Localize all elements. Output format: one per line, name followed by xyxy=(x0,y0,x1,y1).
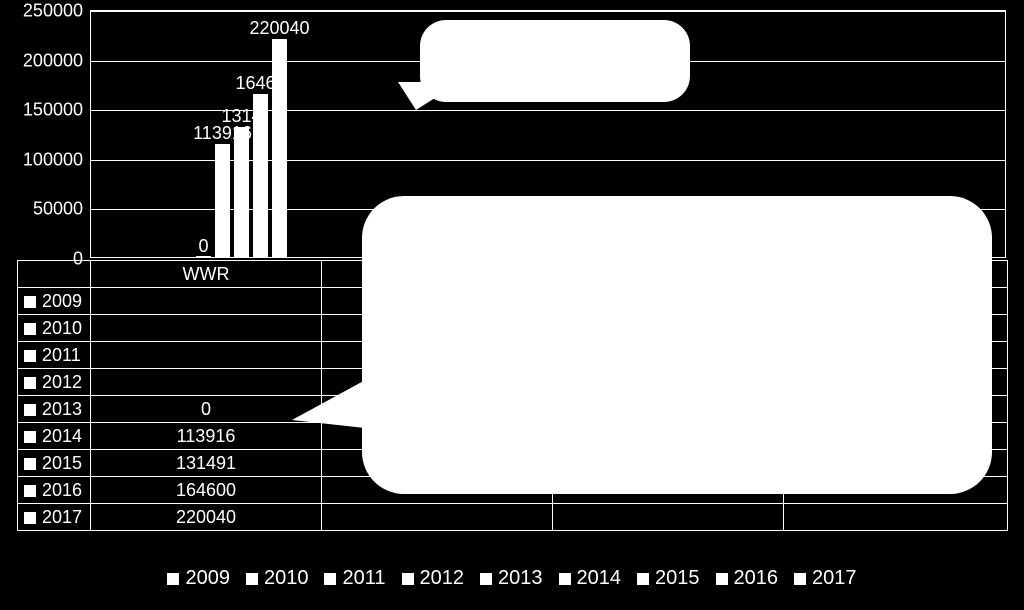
table-col-header: WWR xyxy=(91,261,322,288)
bar-label-2017: 220040 xyxy=(249,18,309,39)
bar-label-2013: 0 xyxy=(198,236,208,257)
table-cell xyxy=(91,369,322,396)
square-icon xyxy=(24,458,36,470)
table-cell xyxy=(784,504,1008,531)
y-tick-label: 200000 xyxy=(23,50,83,71)
bar-2017 xyxy=(272,39,287,257)
square-icon xyxy=(24,323,36,335)
row-year-label: 2012 xyxy=(18,369,91,396)
square-icon xyxy=(24,377,36,389)
legend-item-2010: 2010 xyxy=(246,567,309,589)
table-cell xyxy=(91,342,322,369)
y-tick-label: 150000 xyxy=(23,100,83,121)
legend: 2009 2010 2011 2012 2013 2014 2015 2016 2017 xyxy=(0,567,1024,590)
square-icon xyxy=(637,573,649,585)
legend-item-2017: 2017 xyxy=(794,567,857,589)
table-cell xyxy=(553,504,784,531)
bar-2016 xyxy=(253,94,268,257)
bar-2014 xyxy=(215,144,230,257)
row-year-label: 2010 xyxy=(18,315,91,342)
callout-large xyxy=(362,196,992,494)
square-icon xyxy=(24,404,36,416)
square-icon xyxy=(167,573,179,585)
square-icon xyxy=(24,512,36,524)
legend-item-2015: 2015 xyxy=(637,567,700,589)
legend-item-2012: 2012 xyxy=(402,567,465,589)
square-icon xyxy=(480,573,492,585)
y-tick-label: 100000 xyxy=(23,149,83,170)
y-tick-label: 50000 xyxy=(33,199,83,220)
table-cell xyxy=(91,315,322,342)
square-icon xyxy=(24,350,36,362)
table-cell: 131491 xyxy=(91,450,322,477)
row-year-label: 2013 xyxy=(18,396,91,423)
table-row: 2017220040 xyxy=(18,504,1008,531)
row-year-label: 2014 xyxy=(18,423,91,450)
legend-item-2014: 2014 xyxy=(559,567,622,589)
row-year-label: 2015 xyxy=(18,450,91,477)
square-icon xyxy=(402,573,414,585)
y-tick-label: 250000 xyxy=(23,1,83,22)
callout-small xyxy=(420,20,690,102)
row-year-label: 2009 xyxy=(18,288,91,315)
square-icon xyxy=(716,573,728,585)
table-cell: 113916 xyxy=(91,423,322,450)
legend-item-2013: 2013 xyxy=(480,567,543,589)
square-icon xyxy=(246,573,258,585)
square-icon xyxy=(24,431,36,443)
gridline xyxy=(91,11,1005,12)
bar-2015 xyxy=(234,127,249,257)
row-year-label: 2017 xyxy=(18,504,91,531)
legend-item-2016: 2016 xyxy=(716,567,779,589)
row-year-label: 2011 xyxy=(18,342,91,369)
table-cell: 164600 xyxy=(91,477,322,504)
square-icon xyxy=(324,573,336,585)
table-cell xyxy=(91,288,322,315)
square-icon xyxy=(794,573,806,585)
legend-item-2009: 2009 xyxy=(167,567,230,589)
table-corner xyxy=(18,261,91,288)
square-icon xyxy=(24,296,36,308)
square-icon xyxy=(559,573,571,585)
square-icon xyxy=(24,485,36,497)
legend-item-2011: 2011 xyxy=(324,567,385,589)
row-year-label: 2016 xyxy=(18,477,91,504)
table-cell: 0 xyxy=(91,396,322,423)
table-cell xyxy=(322,504,553,531)
stage: 0500001000001500002000002500000113916131… xyxy=(0,0,1024,610)
table-cell: 220040 xyxy=(91,504,322,531)
